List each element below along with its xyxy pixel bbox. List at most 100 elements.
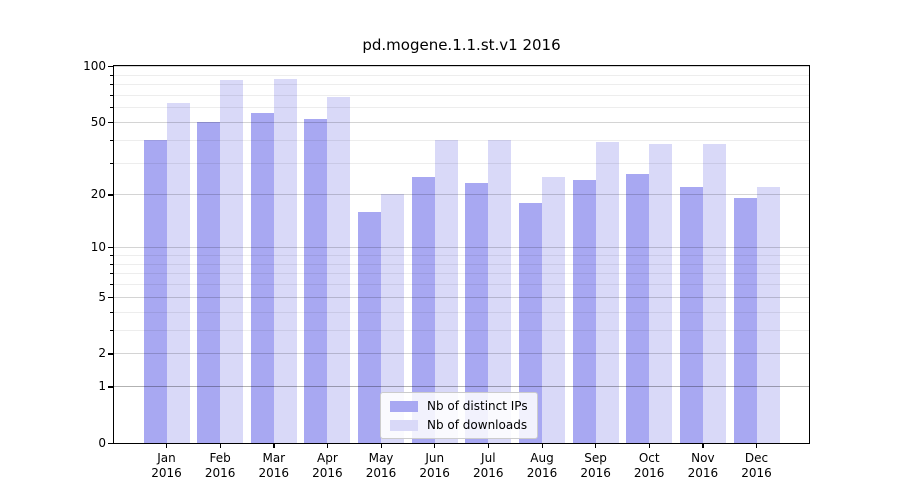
x-tick-month: Oct <box>638 451 660 465</box>
y-minor-tick-mark-40 <box>110 139 113 141</box>
x-tick-month: Dec <box>744 451 769 465</box>
x-tick-year: 2016 <box>687 466 719 480</box>
y-tick-mark-10 <box>108 247 113 249</box>
y-minor-tick-mark-60 <box>110 107 113 109</box>
bar-downloads-feb <box>220 80 244 443</box>
x-tick-year: 2016 <box>473 466 504 480</box>
x-tick-year: 2016 <box>580 466 611 480</box>
gridline-y-100 <box>114 66 809 67</box>
y-minor-tick-mark-6 <box>110 284 113 285</box>
bar-downloads-sep <box>595 141 619 443</box>
legend-item-distinct-ips: Nb of distinct IPs <box>390 399 528 413</box>
x-tick-mark-oct <box>648 443 650 448</box>
legend: Nb of distinct IPs Nb of downloads <box>380 392 538 439</box>
bar-distinct-ips-sep <box>572 180 596 443</box>
bar-downloads-jul <box>488 139 512 443</box>
gridline-y-80 <box>114 84 809 85</box>
y-tick-label-100: 100 <box>83 59 106 73</box>
x-tick-month: Nov <box>691 451 715 465</box>
x-tick-year: 2016 <box>526 466 558 480</box>
bar-distinct-ips-nov <box>679 186 703 443</box>
y-tick-mark-2 <box>108 353 113 355</box>
x-tick-label-mar: Mar 2016 <box>244 451 304 481</box>
y-tick-mark-1 <box>108 386 113 388</box>
bar-distinct-ips-jan <box>143 139 167 443</box>
y-minor-tick-mark-9 <box>110 254 113 256</box>
legend-swatch-downloads <box>390 419 418 431</box>
x-tick-mark-jul <box>487 443 490 448</box>
bar-distinct-ips-oct <box>626 173 650 443</box>
x-tick-month: Jul <box>481 451 496 465</box>
x-tick-mark-feb <box>219 443 221 448</box>
y-tick-label-20: 20 <box>90 187 106 202</box>
bar-downloads-aug <box>541 176 565 443</box>
y-tick-label-2: 2 <box>98 346 106 361</box>
x-tick-year: 2016 <box>365 466 397 480</box>
bar-downloads-mar <box>273 79 297 443</box>
bar-distinct-ips-may <box>358 211 382 443</box>
x-tick-mark-may <box>380 443 382 448</box>
x-tick-month: Jan <box>157 451 176 465</box>
x-tick-label-aug: Aug 2016 <box>512 451 572 481</box>
x-tick-label-jul: Jul 2016 <box>458 451 518 481</box>
x-tick-month: Apr <box>317 451 338 465</box>
x-tick-mark-dec <box>756 443 758 448</box>
x-tick-year: 2016 <box>312 466 343 480</box>
bar-downloads-nov <box>702 143 726 443</box>
x-tick-month: Mar <box>262 451 286 465</box>
y-tick-mark-20 <box>108 194 113 196</box>
gridline-y-60 <box>114 107 809 109</box>
bar-distinct-ips-apr <box>304 118 328 443</box>
y-tick-label-50: 50 <box>90 114 106 129</box>
x-tick-mark-jun <box>434 443 436 448</box>
bar-distinct-ips-mar <box>250 112 274 443</box>
chart-title: pd.mogene.1.1.st.v1 2016 <box>362 36 561 54</box>
x-tick-mark-aug <box>541 443 543 448</box>
y-tick-label-5: 5 <box>98 289 106 304</box>
bar-distinct-ips-feb <box>197 121 221 443</box>
x-tick-year: 2016 <box>419 466 450 480</box>
gridline-y-90 <box>114 74 809 76</box>
x-tick-mark-sep <box>595 443 597 448</box>
y-tick-mark-100 <box>108 66 113 68</box>
x-tick-label-may: May 2016 <box>351 451 411 481</box>
bar-distinct-ips-jul <box>465 183 489 443</box>
bar-distinct-ips-dec <box>733 198 757 443</box>
bar-downloads-may <box>381 194 405 443</box>
x-tick-label-sep: Sep 2016 <box>566 451 626 481</box>
legend-label-distinct-ips: Nb of distinct IPs <box>427 399 528 413</box>
y-minor-tick-mark-3 <box>110 329 113 331</box>
y-minor-tick-mark-4 <box>110 311 113 313</box>
legend-label-downloads: Nb of downloads <box>427 418 528 432</box>
y-minor-tick-mark-7 <box>110 273 113 275</box>
x-tick-month: Feb <box>209 451 231 465</box>
y-tick-mark-50 <box>108 121 113 124</box>
x-tick-year: 2016 <box>633 466 665 480</box>
legend-item-downloads: Nb of downloads <box>390 418 528 432</box>
x-tick-mark-jan <box>166 443 168 448</box>
x-tick-mark-mar <box>273 443 275 448</box>
bar-distinct-ips-aug <box>518 202 542 443</box>
y-tick-label-0: 0 <box>98 436 106 450</box>
bar-distinct-ips-jun <box>411 176 435 443</box>
legend-swatch-distinct-ips <box>390 400 418 412</box>
x-tick-month: Aug <box>530 451 554 465</box>
bar-downloads-dec <box>756 186 780 443</box>
y-tick-label-10: 10 <box>90 240 106 255</box>
x-tick-month: Jun <box>425 451 445 465</box>
x-tick-year: 2016 <box>258 466 290 480</box>
x-tick-label-dec: Dec 2016 <box>727 451 787 481</box>
y-minor-tick-mark-8 <box>110 263 113 265</box>
y-tick-mark-0 <box>108 443 113 445</box>
y-minor-tick-mark-30 <box>110 162 113 164</box>
x-tick-mark-nov <box>702 443 704 448</box>
x-tick-label-jan: Jan 2016 <box>137 451 197 481</box>
x-tick-label-jun: Jun 2016 <box>405 451 465 481</box>
bar-downloads-jan <box>166 103 190 443</box>
x-tick-month: Sep <box>584 451 607 465</box>
plot-area: 0 1 2 5 10 20 50 100 Jan 2016 Feb 2016 Mar 2016 Apr 201… <box>83 59 810 480</box>
x-tick-label-nov: Nov 2016 <box>673 451 733 481</box>
bar-downloads-oct <box>649 143 673 443</box>
y-tick-mark-5 <box>108 296 113 298</box>
